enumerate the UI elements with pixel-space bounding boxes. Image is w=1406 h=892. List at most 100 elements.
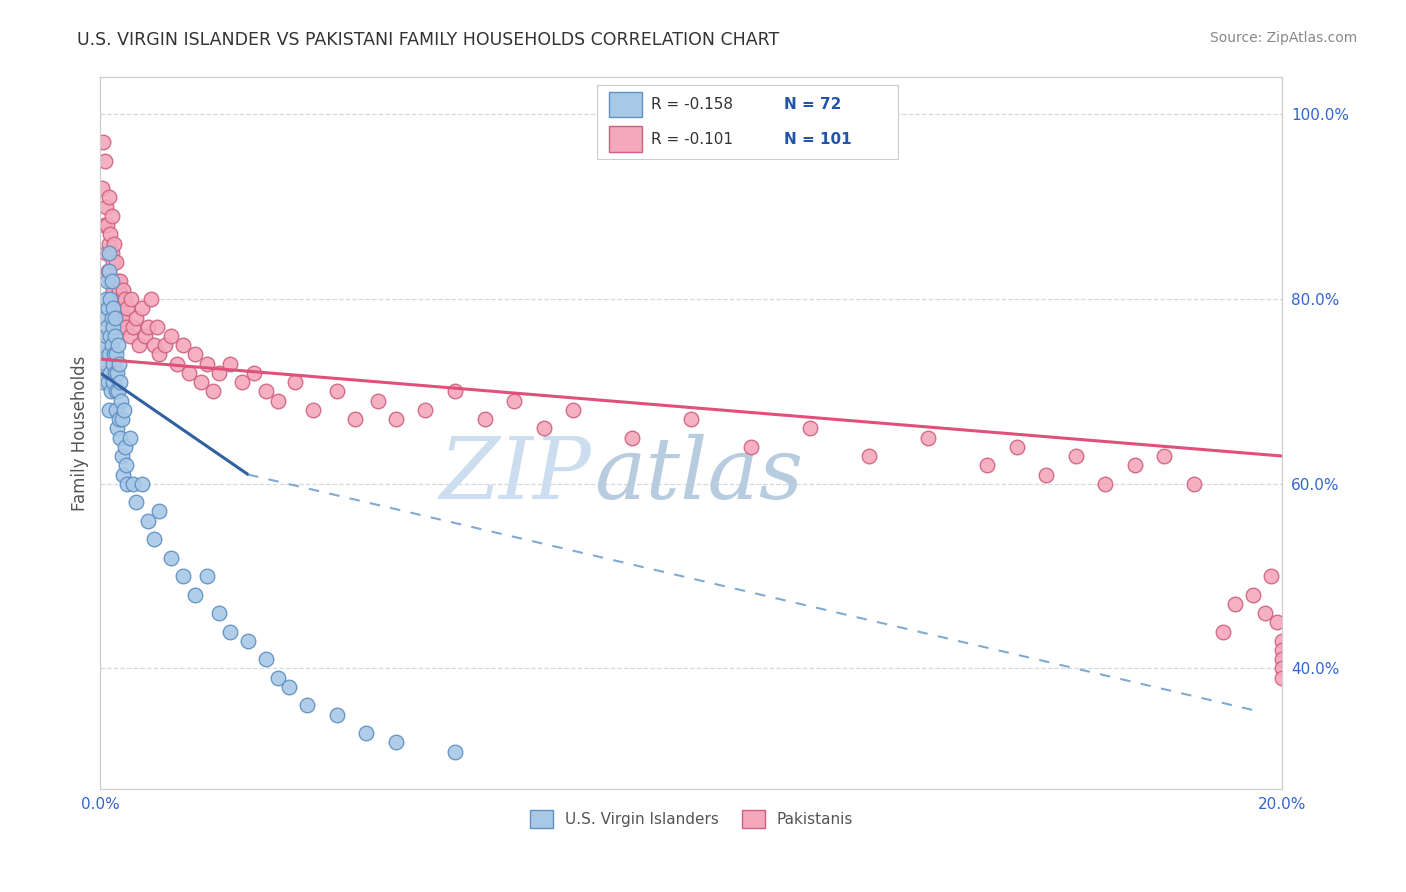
Point: [1254, 606, 1277, 620]
Point: [474, 412, 496, 426]
Point: [107, 283, 129, 297]
Point: [108, 274, 131, 288]
Y-axis label: Family Households: Family Households: [72, 355, 89, 511]
Point: [118, 431, 141, 445]
Point: [94, 310, 117, 325]
Point: [94, 357, 117, 371]
Point: [302, 403, 325, 417]
Point: [131, 476, 153, 491]
Point: [97, 190, 120, 204]
Point: [115, 301, 138, 316]
Point: [96, 292, 118, 306]
Point: [111, 412, 134, 426]
Point: [131, 301, 153, 316]
Point: [148, 347, 170, 361]
Point: [1123, 458, 1146, 473]
Point: [284, 375, 307, 389]
Point: [97, 375, 120, 389]
Point: [93, 338, 115, 352]
Point: [1064, 449, 1087, 463]
Point: [190, 375, 212, 389]
Point: [1153, 449, 1175, 463]
Text: ZIP: ZIP: [439, 434, 591, 517]
Point: [112, 310, 135, 325]
Point: [101, 209, 124, 223]
Point: [111, 319, 134, 334]
Point: [254, 652, 277, 666]
Point: [1271, 661, 1294, 675]
Point: [105, 366, 128, 380]
Point: [166, 357, 188, 371]
Point: [1241, 588, 1264, 602]
Point: [98, 236, 121, 251]
Point: [195, 357, 218, 371]
Point: [121, 319, 143, 334]
Point: [103, 236, 125, 251]
Point: [110, 431, 132, 445]
Point: [100, 227, 122, 242]
Point: [172, 569, 194, 583]
Point: [103, 283, 125, 297]
Point: [105, 255, 128, 269]
Point: [101, 357, 124, 371]
Point: [104, 329, 127, 343]
Point: [278, 680, 301, 694]
Point: [98, 366, 121, 380]
Point: [97, 264, 120, 278]
Point: [93, 218, 115, 232]
Point: [172, 338, 194, 352]
Point: [976, 458, 998, 473]
Point: [91, 375, 114, 389]
Point: [96, 329, 118, 343]
Point: [114, 458, 136, 473]
Point: [1212, 624, 1234, 639]
Point: [155, 338, 177, 352]
Point: [121, 476, 143, 491]
Point: [125, 310, 148, 325]
Point: [96, 200, 118, 214]
Point: [142, 532, 165, 546]
Point: [100, 246, 122, 260]
Point: [112, 403, 135, 417]
Point: [100, 292, 122, 306]
Point: [107, 338, 129, 352]
Point: [740, 440, 762, 454]
Point: [98, 246, 121, 260]
Point: [97, 403, 120, 417]
Point: [91, 135, 114, 149]
Point: [104, 292, 127, 306]
Point: [110, 393, 132, 408]
Point: [145, 319, 167, 334]
Legend: U.S. Virgin Islanders, Pakistanis: U.S. Virgin Islanders, Pakistanis: [523, 805, 859, 834]
Point: [184, 347, 207, 361]
Point: [243, 366, 266, 380]
Point: [105, 301, 128, 316]
Point: [367, 393, 389, 408]
Point: [385, 735, 408, 749]
Point: [326, 707, 349, 722]
Point: [562, 403, 585, 417]
Point: [111, 449, 134, 463]
Point: [1271, 633, 1294, 648]
Point: [681, 412, 703, 426]
Point: [103, 310, 125, 325]
Text: Source: ZipAtlas.com: Source: ZipAtlas.com: [1209, 31, 1357, 45]
Point: [444, 745, 467, 759]
Point: [114, 319, 136, 334]
Point: [219, 624, 242, 639]
Point: [1094, 476, 1116, 491]
Point: [120, 292, 142, 306]
Point: [104, 366, 127, 380]
Point: [356, 726, 378, 740]
Point: [101, 255, 124, 269]
Point: [91, 181, 114, 195]
Point: [96, 274, 118, 288]
Point: [201, 384, 224, 399]
Point: [207, 606, 229, 620]
Point: [118, 329, 141, 343]
Point: [103, 319, 125, 334]
Point: [343, 412, 366, 426]
Point: [96, 218, 118, 232]
Point: [108, 375, 131, 389]
Point: [103, 310, 125, 325]
